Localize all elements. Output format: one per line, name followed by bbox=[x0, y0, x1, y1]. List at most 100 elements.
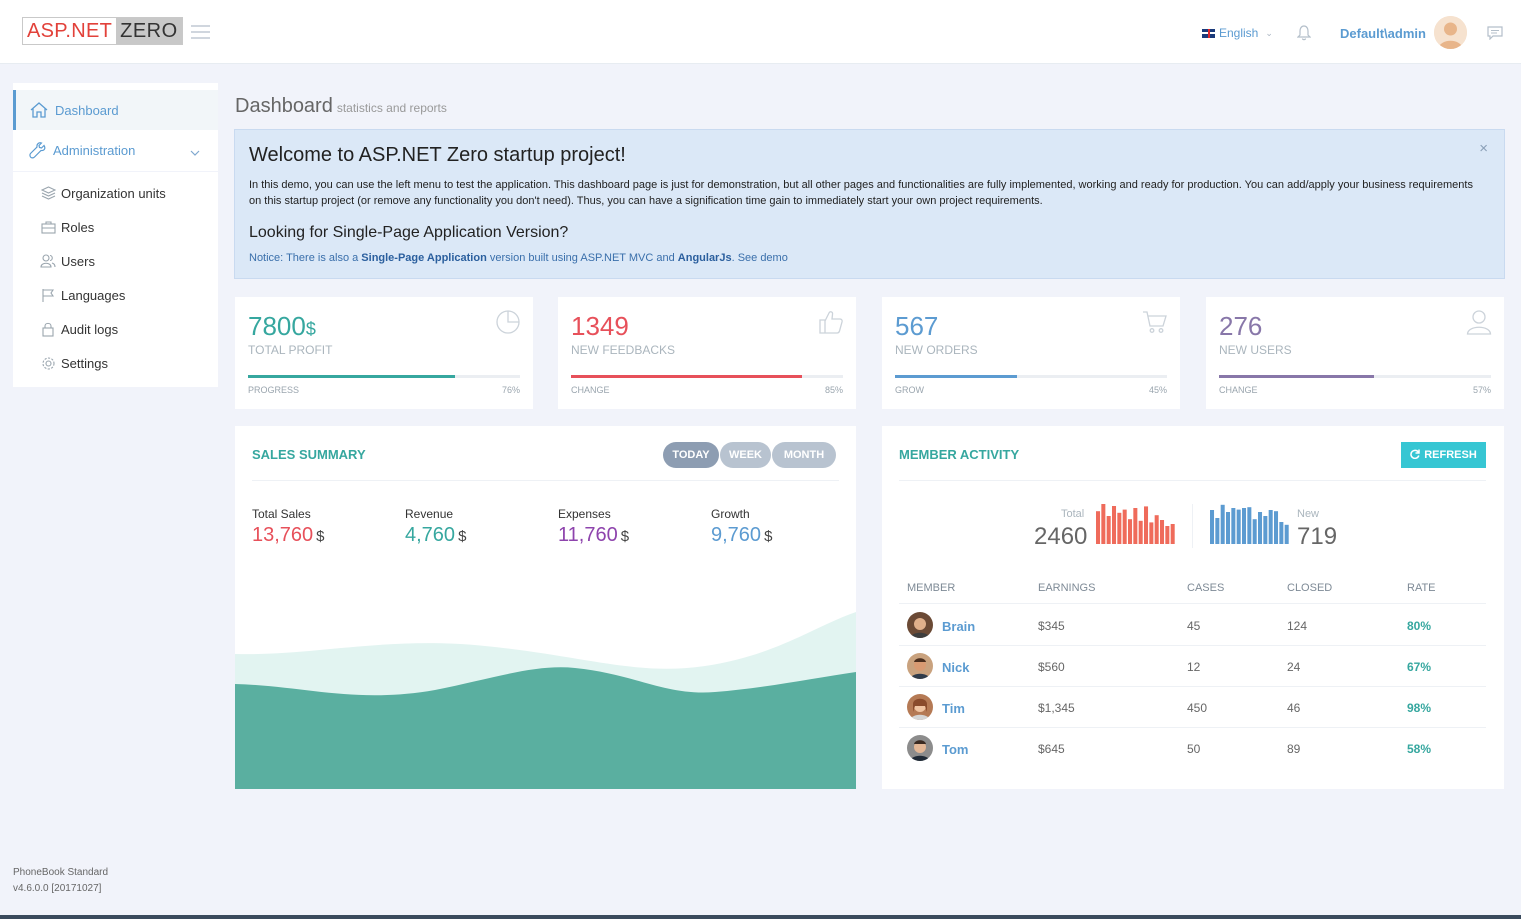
new-label: New bbox=[1297, 508, 1320, 520]
month-button[interactable]: Month bbox=[772, 442, 836, 468]
sidebar-item-label: Dashboard bbox=[55, 102, 119, 118]
refresh-button[interactable]: Refresh bbox=[1401, 442, 1486, 468]
member-name-link[interactable]: Tim bbox=[942, 701, 965, 716]
table-row: Brain $345 45 124 80% bbox=[899, 605, 1486, 646]
col-member: Member bbox=[907, 582, 956, 594]
metric-number: 4,760 bbox=[405, 524, 456, 546]
language-label: English bbox=[1219, 26, 1259, 40]
rate-cell: 58% bbox=[1407, 742, 1432, 756]
stat-percent: 76% bbox=[501, 385, 520, 395]
metric-label: Growth bbox=[711, 507, 750, 521]
table-row: Tom $645 50 89 58% bbox=[899, 728, 1486, 769]
spark-bar bbox=[1247, 507, 1252, 544]
spark-bar bbox=[1138, 520, 1143, 544]
stat-percent: 45% bbox=[1148, 385, 1167, 395]
chat-icon[interactable] bbox=[1487, 26, 1503, 45]
user-name-link[interactable]: Default\admin bbox=[1340, 26, 1426, 41]
stat-progress-fill bbox=[895, 375, 1018, 378]
sidebar-item-settings[interactable]: Settings bbox=[13, 346, 218, 380]
stat-number: 567 bbox=[895, 311, 939, 341]
table-row: Tim $1,345 450 46 98% bbox=[899, 687, 1486, 728]
see-demo-link[interactable]: . See demo bbox=[731, 252, 788, 264]
lock-icon bbox=[40, 321, 56, 337]
user-avatar[interactable] bbox=[1434, 16, 1467, 49]
welcome-alert: Welcome to ASP.NET Zero startup project!… bbox=[234, 129, 1505, 279]
closed-cell: 124 bbox=[1287, 619, 1308, 633]
close-icon[interactable]: × bbox=[1479, 140, 1488, 157]
spark-bar bbox=[1133, 508, 1138, 544]
member-name-link[interactable]: Tom bbox=[942, 742, 969, 757]
spa-link[interactable]: Single-Page Application bbox=[361, 252, 487, 264]
week-button[interactable]: Week bbox=[720, 442, 771, 468]
metric-value: 11,760 $ bbox=[558, 524, 629, 547]
stat-value: 7800$ bbox=[248, 311, 316, 342]
stat-label: NEW FEEDBACKS bbox=[571, 343, 676, 357]
bell-icon[interactable] bbox=[1296, 25, 1312, 46]
logo-zero-text: ZERO bbox=[116, 18, 182, 44]
member-name-link[interactable]: Brain bbox=[942, 619, 976, 634]
language-selector[interactable]: English ⌄ bbox=[1202, 26, 1273, 40]
angularjs-link[interactable]: AngularJs bbox=[677, 252, 732, 264]
sidebar-item-audit-logs[interactable]: Audit logs bbox=[13, 312, 218, 346]
stat-currency: $ bbox=[305, 319, 316, 339]
spark-bar bbox=[1279, 522, 1284, 544]
sidebar-item-languages[interactable]: Languages bbox=[13, 278, 218, 312]
stat-progress-track bbox=[571, 375, 843, 378]
spark-bar bbox=[1210, 510, 1215, 544]
cases-cell: 450 bbox=[1187, 701, 1208, 715]
sidebar-item-dashboard[interactable]: Dashboard bbox=[13, 90, 218, 130]
closed-cell: 24 bbox=[1287, 660, 1301, 674]
sidebar-item-label: Audit logs bbox=[61, 321, 119, 337]
sales-area-front bbox=[235, 667, 856, 789]
sidebar-item-organization-units[interactable]: Organization units bbox=[13, 176, 218, 210]
divider bbox=[899, 480, 1486, 481]
menu-toggle-icon[interactable] bbox=[191, 25, 210, 43]
stat-value: 1349 bbox=[571, 311, 629, 342]
refresh-label: Refresh bbox=[1424, 449, 1477, 461]
earnings-cell: $345 bbox=[1038, 619, 1065, 633]
sidebar-item-label: Organization units bbox=[61, 185, 166, 201]
sidebar: Dashboard Administration Organization un… bbox=[13, 83, 218, 387]
metric-value: 13,760 $ bbox=[252, 524, 325, 547]
total-value: 2460 bbox=[1034, 523, 1088, 550]
sparkline-separator bbox=[1192, 504, 1193, 548]
stat-progress-fill bbox=[571, 375, 803, 378]
spark-bar bbox=[1160, 520, 1165, 544]
stat-number: 276 bbox=[1219, 311, 1263, 341]
metric-label: Expenses bbox=[558, 507, 611, 521]
stat-number: 7800 bbox=[248, 311, 306, 341]
cases-cell: 12 bbox=[1187, 660, 1201, 674]
rate-cell: 98% bbox=[1407, 701, 1432, 715]
spark-bar bbox=[1128, 519, 1133, 544]
stat-progress-fill bbox=[1219, 375, 1375, 378]
member-name-link[interactable]: Nick bbox=[942, 660, 970, 675]
stat-card-new-feedbacks: 1349 NEW FEEDBACKS CHANGE 85% bbox=[558, 297, 856, 409]
alert-title: Welcome to ASP.NET Zero startup project! bbox=[249, 144, 626, 166]
stat-percent: 57% bbox=[1472, 385, 1491, 395]
stat-sub-label: GROW bbox=[895, 385, 924, 395]
sidebar-item-label: Roles bbox=[61, 219, 95, 235]
page-title: Dashboard statistics and reports bbox=[235, 95, 447, 118]
metric-currency: $ bbox=[620, 528, 630, 545]
home-icon bbox=[29, 100, 49, 120]
today-button[interactable]: Today bbox=[663, 442, 719, 468]
alert-notice: Notice: There is also a Single-Page Appl… bbox=[249, 252, 788, 264]
sidebar-item-roles[interactable]: Roles bbox=[13, 210, 218, 244]
top-header: ASP.NET ZERO English ⌄ Default\admin bbox=[0, 0, 1521, 64]
sidebar-item-administration[interactable]: Administration bbox=[13, 130, 218, 170]
new-value: 719 bbox=[1297, 523, 1338, 550]
spark-bar bbox=[1215, 518, 1220, 544]
avatar bbox=[907, 735, 933, 761]
metric-growth: Growth 9,760 $ bbox=[711, 507, 772, 547]
metric-number: 13,760 bbox=[252, 524, 314, 546]
app-logo[interactable]: ASP.NET ZERO bbox=[22, 17, 183, 45]
rate-cell: 67% bbox=[1407, 660, 1432, 674]
sales-summary-panel: Sales Summary Today Week Month Total Sal… bbox=[235, 426, 856, 789]
sidebar-item-users[interactable]: Users bbox=[13, 244, 218, 278]
stat-value: 276 bbox=[1219, 311, 1262, 342]
period-button-group: Today Week Month bbox=[663, 442, 836, 468]
metric-total-sales: Total Sales 13,760 $ bbox=[252, 507, 325, 547]
flag-icon bbox=[40, 287, 56, 303]
stat-sub-label: CHANGE bbox=[571, 385, 610, 395]
metric-currency: $ bbox=[458, 528, 467, 545]
